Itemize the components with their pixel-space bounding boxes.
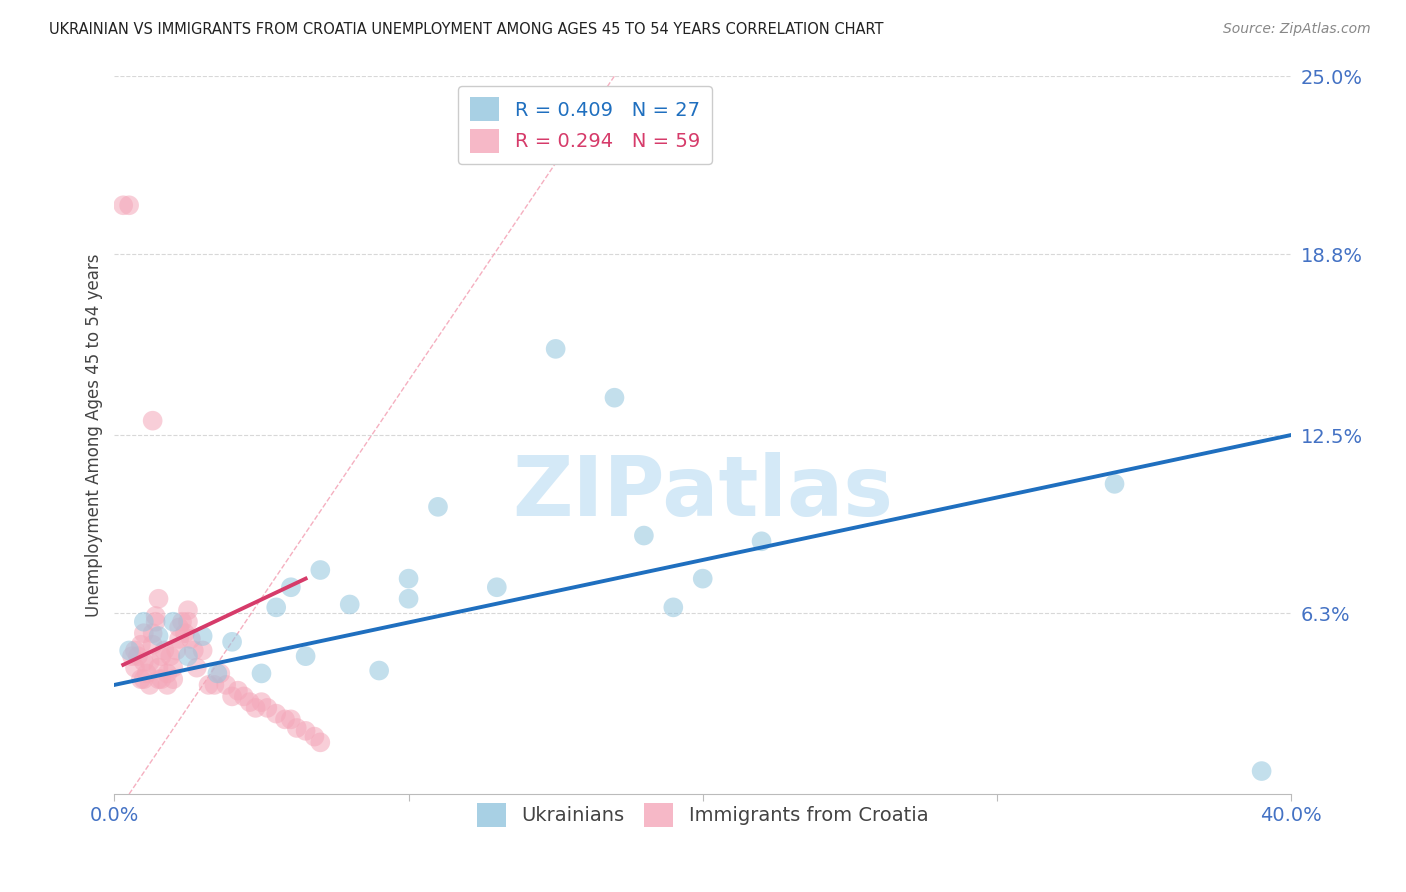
Point (603, 391, 626, 405)
Point (226, 683, 249, 698)
Point (294, 723, 316, 738)
Point (264, 600, 287, 615)
Point (209, 666, 232, 681)
Point (162, 672, 184, 686)
Point (129, 672, 152, 686)
Point (127, 649, 149, 664)
Point (148, 629, 170, 643)
Point (274, 712, 297, 726)
Point (132, 626, 155, 640)
Point (368, 664, 391, 678)
Point (177, 603, 200, 617)
Point (633, 528, 655, 542)
Point (177, 649, 200, 664)
Point (280, 580, 302, 594)
Point (304, 730, 326, 744)
Point (751, 534, 773, 549)
Point (153, 643, 176, 657)
Text: Source: ZipAtlas.com: Source: ZipAtlas.com (1223, 22, 1371, 37)
Point (250, 666, 273, 681)
Point (167, 632, 190, 646)
Point (170, 615, 193, 629)
Point (174, 626, 197, 640)
Point (692, 572, 714, 586)
Point (191, 629, 214, 643)
Point (197, 678, 219, 692)
Point (148, 661, 170, 675)
Point (398, 572, 420, 586)
Point (132, 655, 155, 669)
Point (124, 643, 146, 657)
Point (294, 649, 316, 664)
Point (156, 678, 179, 692)
Point (150, 672, 173, 686)
Point (180, 632, 202, 646)
Point (250, 695, 273, 709)
Point (232, 690, 254, 704)
Point (256, 701, 278, 715)
Point (207, 666, 229, 681)
Point (1104, 476, 1126, 491)
Point (159, 649, 181, 664)
Point (124, 661, 146, 675)
Point (662, 600, 685, 615)
Point (191, 643, 214, 657)
Legend: Ukrainians, Immigrants from Croatia: Ukrainians, Immigrants from Croatia (470, 796, 936, 835)
Point (150, 649, 173, 664)
Text: ZIPatlas: ZIPatlas (512, 452, 893, 533)
Point (221, 635, 243, 649)
Point (177, 615, 200, 629)
Point (112, 198, 135, 212)
Point (162, 661, 184, 675)
Point (309, 563, 332, 577)
Point (309, 735, 332, 749)
Point (129, 638, 152, 652)
Point (398, 591, 420, 606)
Point (132, 615, 155, 629)
Point (204, 678, 226, 692)
Point (148, 591, 170, 606)
Point (215, 678, 238, 692)
Point (145, 615, 167, 629)
Point (544, 342, 567, 356)
Point (142, 626, 165, 640)
Point (239, 695, 262, 709)
Point (118, 198, 141, 212)
Point (121, 649, 143, 664)
Point (142, 414, 165, 428)
Point (245, 701, 267, 715)
Point (148, 672, 170, 686)
Point (485, 580, 508, 594)
Point (183, 643, 205, 657)
Point (167, 620, 190, 634)
Point (165, 643, 187, 657)
Point (264, 706, 287, 721)
Point (138, 655, 160, 669)
Point (135, 666, 157, 681)
Point (280, 712, 302, 726)
Point (145, 609, 167, 624)
Point (339, 598, 361, 612)
Point (186, 661, 208, 675)
Point (427, 500, 450, 514)
Point (118, 643, 141, 657)
Point (142, 638, 165, 652)
Point (132, 672, 155, 686)
Point (138, 678, 160, 692)
Text: UKRAINIAN VS IMMIGRANTS FROM CROATIA UNEMPLOYMENT AMONG AGES 45 TO 54 YEARS CORR: UKRAINIAN VS IMMIGRANTS FROM CROATIA UNE… (49, 22, 884, 37)
Point (162, 615, 184, 629)
Point (156, 666, 179, 681)
Point (221, 690, 243, 704)
Y-axis label: Unemployment Among Ages 45 to 54 years: Unemployment Among Ages 45 to 54 years (86, 253, 103, 616)
Point (1250, 764, 1272, 778)
Point (285, 721, 308, 735)
